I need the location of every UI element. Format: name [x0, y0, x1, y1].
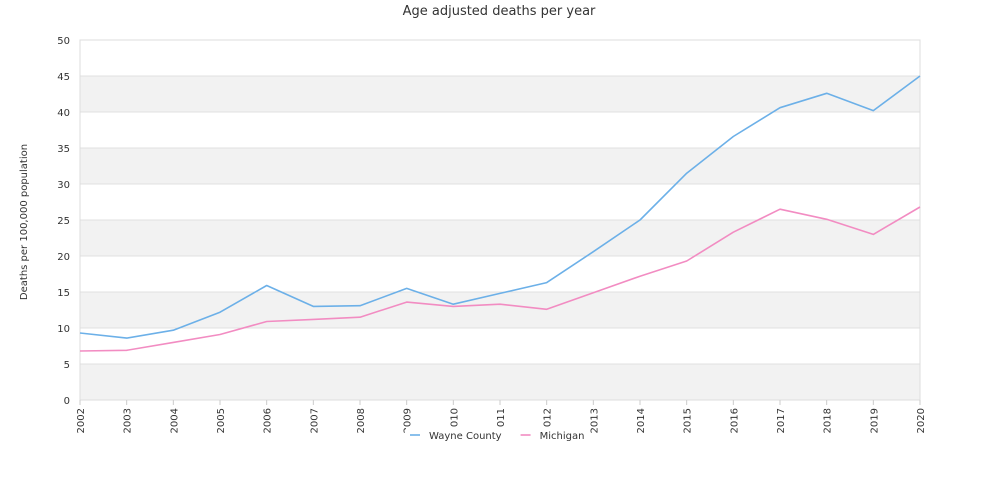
data-point[interactable]	[731, 230, 735, 234]
data-point[interactable]	[545, 281, 549, 285]
x-tick-label: 2004	[169, 408, 180, 433]
legend-item-background	[516, 427, 589, 441]
x-tick-label: 2010	[449, 408, 460, 433]
data-point[interactable]	[265, 320, 269, 324]
y-tick-label: 35	[57, 144, 70, 155]
x-tick-label: 2013	[589, 408, 600, 433]
grid-band	[80, 148, 920, 184]
series-line-michigan	[79, 206, 921, 352]
legend-item-michigan[interactable]: Michigan	[516, 427, 589, 442]
data-point[interactable]	[685, 171, 689, 175]
legend-label: Michigan	[540, 431, 585, 442]
series-lines	[78, 74, 922, 353]
y-tick-label: 30	[57, 180, 70, 191]
y-tick-label: 40	[57, 108, 70, 119]
grid-band	[80, 40, 920, 76]
data-point[interactable]	[358, 315, 362, 319]
data-point[interactable]	[545, 307, 549, 311]
x-tick-label: 2003	[123, 408, 134, 433]
y-tick-label: 20	[57, 252, 70, 263]
data-point[interactable]	[218, 332, 222, 336]
y-axis-label: Deaths per 100,000 population	[19, 144, 30, 300]
x-tick-label: 2018	[823, 408, 834, 433]
grid-band	[80, 76, 920, 112]
data-point[interactable]	[918, 74, 922, 78]
data-point[interactable]	[311, 317, 315, 321]
data-point[interactable]	[685, 259, 689, 263]
y-tick-label: 50	[57, 36, 70, 47]
data-point[interactable]	[171, 340, 175, 344]
x-tick-label: 2008	[356, 408, 367, 433]
x-tick-label: 2012	[543, 408, 554, 433]
data-point[interactable]	[405, 286, 409, 290]
grid-band	[80, 184, 920, 220]
x-tick-label: 2016	[729, 408, 740, 433]
data-point[interactable]	[778, 106, 782, 110]
data-point[interactable]	[731, 134, 735, 138]
data-point[interactable]	[265, 284, 269, 288]
y-tick-label: 25	[57, 216, 70, 227]
grid-band	[80, 256, 920, 292]
data-point[interactable]	[778, 207, 782, 211]
data-point[interactable]	[78, 331, 82, 335]
data-point[interactable]	[498, 302, 502, 306]
data-point[interactable]	[171, 328, 175, 332]
y-tick-label: 45	[57, 72, 70, 83]
y-tick-label: 10	[57, 324, 70, 335]
data-point[interactable]	[638, 218, 642, 222]
x-tick-label: 2017	[776, 408, 787, 433]
data-point[interactable]	[451, 304, 455, 308]
x-tick-label: 2005	[216, 408, 227, 433]
data-point[interactable]	[871, 109, 875, 113]
data-point[interactable]	[591, 250, 595, 254]
x-tick-label: 2007	[309, 408, 320, 433]
legend-item-background	[406, 427, 506, 441]
y-tick-label: 0	[64, 396, 70, 407]
grid-band	[80, 292, 920, 328]
y-tick-label: 15	[57, 288, 70, 299]
data-point[interactable]	[825, 217, 829, 221]
x-tick-label: 2014	[636, 408, 647, 433]
x-tick-label: 2009	[403, 408, 414, 433]
data-point[interactable]	[591, 291, 595, 295]
data-point[interactable]	[871, 232, 875, 236]
x-tick-label: 2002	[76, 408, 87, 433]
data-point[interactable]	[125, 348, 129, 352]
legend[interactable]: Wayne County Michigan	[406, 427, 589, 442]
data-point[interactable]	[918, 205, 922, 209]
grid-band	[80, 328, 920, 364]
data-point[interactable]	[498, 291, 502, 295]
data-point[interactable]	[311, 304, 315, 308]
data-point[interactable]	[358, 304, 362, 308]
data-point[interactable]	[78, 349, 82, 353]
y-axis-ticks: 0 5 10 15 20 25 30 35 40 45 50	[57, 36, 70, 407]
grid-band	[80, 220, 920, 256]
x-tick-label: 2015	[683, 408, 694, 433]
legend-item-wayne-county[interactable]: Wayne County	[406, 427, 506, 442]
x-tick-label: 2011	[496, 408, 507, 433]
y-tick-label: 5	[64, 360, 70, 371]
x-tick-label: 2019	[869, 408, 880, 433]
data-point[interactable]	[218, 310, 222, 314]
data-point[interactable]	[405, 300, 409, 304]
data-point[interactable]	[125, 336, 129, 340]
x-tick-label: 2006	[263, 408, 274, 433]
grid-band	[80, 364, 920, 400]
data-point[interactable]	[638, 274, 642, 278]
x-tick-label: 2020	[916, 408, 927, 433]
grid-band	[80, 112, 920, 148]
x-axis-ticks: 2002 2003 2004 2005 2006 2007 2008 2009 2010 2011…	[76, 400, 927, 433]
legend-label: Wayne County	[429, 431, 502, 442]
chart-title: Age adjusted deaths per year	[403, 4, 596, 19]
data-point[interactable]	[825, 91, 829, 95]
series-line-wayne-county	[79, 75, 921, 339]
grid-bands	[80, 40, 920, 400]
